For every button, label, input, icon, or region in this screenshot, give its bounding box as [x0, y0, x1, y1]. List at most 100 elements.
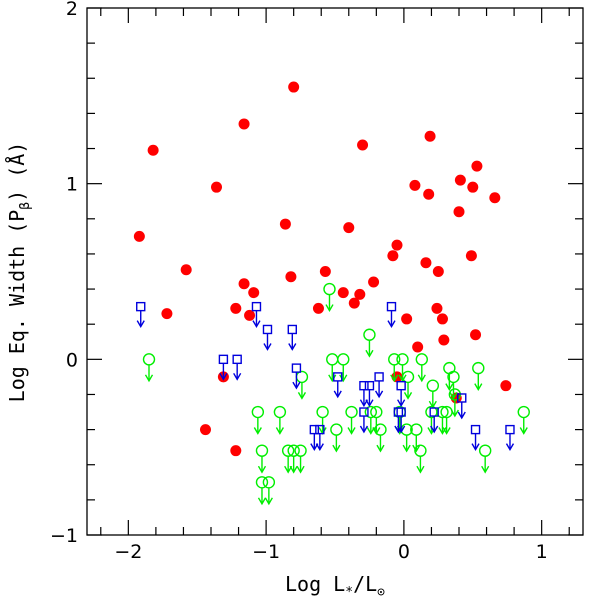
- detection-point: [312, 302, 324, 314]
- square-upper-limit: [333, 372, 343, 399]
- circle-upper-limit: [472, 361, 485, 392]
- detection-point: [467, 181, 479, 193]
- circle-upper-limit: [388, 353, 401, 383]
- circle-limit-arrow-head: [332, 444, 341, 453]
- square-upper-limit: [309, 424, 320, 451]
- detection-point: [238, 118, 250, 130]
- circle-upper-limit: [142, 353, 156, 383]
- circle-limit-marker: [426, 379, 440, 392]
- circle-limit-marker: [251, 405, 265, 419]
- circle-limit-arrow-head: [519, 427, 528, 435]
- circle-limit-marker: [326, 353, 339, 366]
- square-upper-limit: [429, 407, 439, 434]
- square-upper-limit: [136, 301, 146, 329]
- circle-limit-arrow-head: [257, 497, 267, 506]
- circle-limit-arrow-head: [402, 444, 411, 453]
- detection-point: [211, 181, 223, 193]
- circle-limit-arrow-head: [474, 383, 483, 392]
- detection-point: [248, 287, 260, 299]
- square-limit-arrow-head: [252, 320, 261, 329]
- circle-upper-limit: [363, 328, 376, 358]
- detection-point: [199, 424, 211, 436]
- detection-point: [454, 174, 466, 186]
- square-upper-limit: [374, 372, 384, 399]
- y-tick-label: 2: [66, 0, 78, 20]
- square-upper-limit: [396, 380, 406, 408]
- detection-point: [337, 287, 349, 299]
- detection-point: [438, 334, 450, 346]
- circle-limit-arrow-head: [257, 465, 267, 474]
- detection-point: [343, 222, 355, 234]
- square-upper-limit: [359, 407, 369, 434]
- circle-limit-marker: [273, 405, 287, 419]
- square-limit-arrow-head: [505, 443, 515, 451]
- circle-limit-arrow-head: [416, 465, 425, 474]
- square-limit-arrow-head: [315, 443, 324, 451]
- circle-limit-arrow-head: [289, 465, 298, 474]
- circle-limit-marker: [323, 282, 336, 296]
- circle-limit-arrow-head: [450, 409, 459, 418]
- circle-limit-arrow-head: [275, 427, 284, 435]
- square-limit-marker: [386, 301, 397, 312]
- circle-upper-limit: [281, 444, 295, 474]
- y-axis-label: Log Eq. Width (Pβ) (Å): [5, 142, 33, 403]
- detection-point: [387, 250, 399, 262]
- detection-point: [391, 239, 403, 251]
- circle-limit-arrow-head: [445, 383, 454, 392]
- square-limit-marker: [359, 380, 369, 391]
- circle-limit-marker: [396, 353, 409, 366]
- circle-limit-marker: [517, 405, 530, 419]
- square-upper-limit: [287, 324, 297, 351]
- circle-limit-arrow-head: [264, 497, 273, 506]
- square-limit-marker: [232, 354, 242, 365]
- detection-point: [238, 278, 250, 290]
- square-limit-marker: [309, 424, 320, 435]
- x-tick-label: −2: [114, 541, 142, 563]
- y-tick-label: 1: [66, 174, 78, 196]
- square-upper-limit: [359, 380, 369, 408]
- square-limit-arrow-head: [359, 399, 369, 408]
- circle-limit-marker: [330, 423, 343, 436]
- circle-upper-limit: [401, 370, 415, 400]
- x-axis-label-sub2: ⊙: [377, 585, 385, 600]
- square-upper-limit: [364, 380, 375, 408]
- square-limit-marker: [291, 363, 302, 373]
- circle-limit-marker: [294, 444, 307, 457]
- circle-limit-arrow-head: [365, 349, 374, 358]
- detection-point: [470, 329, 482, 341]
- circle-limit-arrow-head: [325, 304, 334, 312]
- circle-upper-limit: [287, 444, 300, 474]
- detection-point: [431, 302, 443, 314]
- detection-point: [409, 179, 421, 191]
- square-limit-marker: [470, 424, 481, 435]
- axis-ticks: [87, 7, 583, 536]
- square-upper-limit: [505, 424, 515, 451]
- square-limit-arrow-head: [374, 390, 384, 399]
- detection-point: [279, 218, 291, 230]
- circle-upper-limit: [400, 423, 413, 453]
- circle-limit-marker: [337, 353, 350, 366]
- circle-upper-limit: [251, 405, 265, 435]
- x-tick-label: 1: [536, 541, 548, 563]
- detection-point: [500, 380, 512, 392]
- square-limit-marker: [374, 372, 384, 382]
- y-axis-label-main: Log Eq. Width (P: [5, 210, 29, 403]
- circle-upper-limit: [326, 353, 339, 383]
- square-limit-marker: [505, 424, 515, 435]
- square-limit-arrow-head: [263, 343, 272, 351]
- detection-point: [471, 160, 483, 172]
- square-limit-marker: [136, 301, 146, 312]
- circle-limit-arrow-head: [417, 374, 426, 383]
- circle-upper-limit: [273, 405, 287, 435]
- square-limit-arrow-head: [333, 390, 342, 399]
- square-limit-arrow-head: [292, 381, 301, 390]
- circle-limit-marker: [363, 328, 376, 341]
- detection-point: [489, 192, 501, 204]
- detection-point: [147, 144, 159, 156]
- tick-labels: −2 −1 0 1 −1 0 1 2: [50, 0, 548, 563]
- x-tick-label: 0: [398, 541, 410, 563]
- square-limit-marker: [218, 354, 229, 365]
- circle-limit-arrow-head: [253, 427, 262, 435]
- square-upper-limit: [291, 363, 302, 390]
